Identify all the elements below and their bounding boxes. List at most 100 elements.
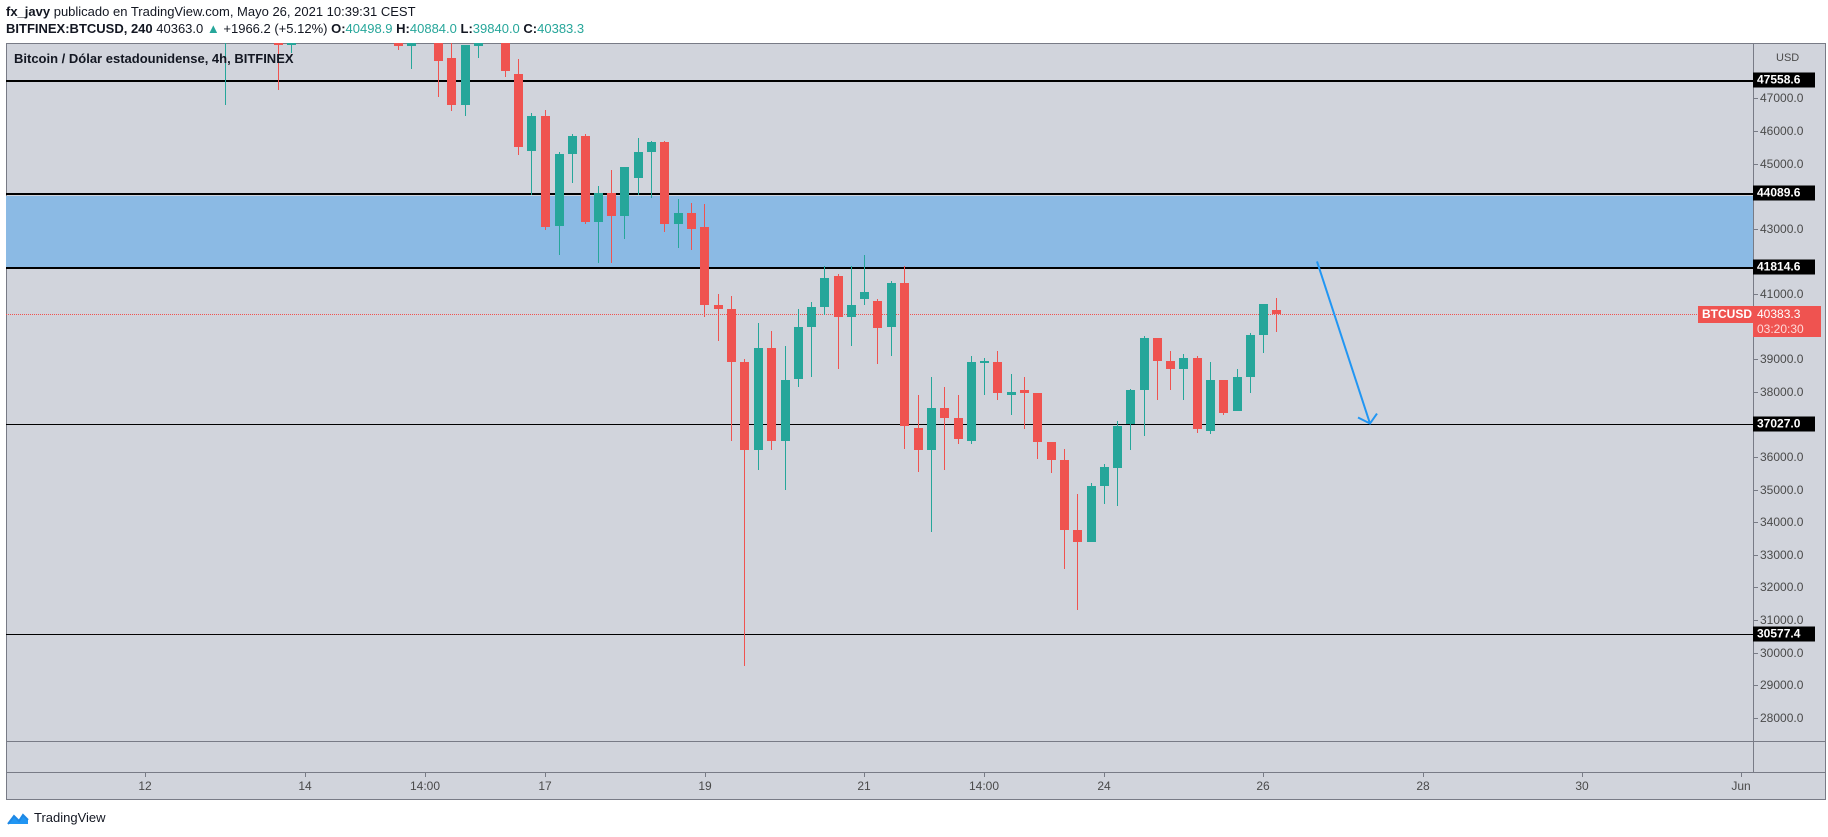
horizontal-level-line[interactable]: [6, 267, 1753, 269]
candle-up: [1206, 380, 1215, 431]
candle-up: [474, 43, 483, 47]
candle-down: [714, 305, 723, 309]
price-change: +1966.2 (+5.12%): [223, 21, 328, 36]
candle-down: [607, 192, 616, 216]
candle-down: [514, 73, 523, 148]
open-value: 40498.9: [345, 21, 393, 36]
price-tick-mark: [1754, 652, 1758, 654]
price-tick-mark: [1754, 294, 1758, 295]
chart-legend: Bitcoin / Dólar estadounidense, 4h, BITF…: [14, 51, 294, 66]
candle-down: [1272, 310, 1281, 315]
pane-separator[interactable]: [6, 741, 1826, 742]
candle-up: [980, 360, 989, 363]
candle-wick: [225, 43, 226, 105]
time-tick-mark: [984, 773, 985, 777]
candle-up: [1179, 357, 1188, 369]
time-tick-mark: [705, 773, 706, 777]
price-tick-mark: [1754, 554, 1758, 556]
candle-wick: [944, 386, 945, 471]
candle-wick: [864, 254, 865, 306]
high-label: H:: [396, 21, 410, 36]
candle-down: [1166, 360, 1175, 369]
candle-up: [527, 116, 536, 151]
candle-wick: [838, 274, 839, 369]
publication-info: fx_javy publicado en TradingView.com, Ma…: [6, 4, 416, 19]
high-value: 40884.0: [409, 21, 457, 36]
price-level-tag: 47558.6: [1753, 72, 1815, 88]
close-value: 40383.3: [537, 21, 585, 36]
candle-wick: [718, 294, 719, 342]
candle-wick: [651, 140, 652, 198]
candle-wick: [1170, 351, 1171, 391]
candle-down: [434, 43, 443, 61]
price-tick-mark: [1754, 522, 1758, 524]
candle-up: [555, 153, 564, 226]
candle-up: [674, 212, 683, 224]
horizontal-level-line[interactable]: [6, 80, 1753, 82]
price-tick-label: 30000.0: [1760, 645, 1804, 660]
time-tick-label: 28: [1416, 779, 1430, 793]
resistance-zone: [6, 196, 1753, 268]
candle-down: [1073, 530, 1082, 542]
candle-wick: [611, 170, 612, 264]
zone-top-line: [6, 193, 1753, 195]
time-tick-mark: [145, 773, 146, 777]
price-tick-label: 38000.0: [1760, 384, 1804, 399]
candle-wick: [478, 43, 479, 58]
candle-down: [394, 43, 403, 47]
price-tick-label: 43000.0: [1760, 221, 1804, 236]
price-pane[interactable]: [6, 43, 1753, 741]
price-tick-label: 34000.0: [1760, 515, 1804, 530]
candle-down: [727, 308, 736, 363]
candle-wick: [1183, 354, 1184, 400]
candle-up: [1113, 426, 1122, 469]
candle-wick: [1024, 377, 1025, 430]
current-price-tag: 40383.3 03:20:30: [1753, 306, 1821, 338]
tradingview-logo[interactable]: TradingView: [6, 810, 106, 825]
candle-up: [860, 292, 869, 299]
candle-wick: [1157, 338, 1158, 400]
time-tick-mark: [1104, 773, 1105, 777]
price-level-tag: 41814.6: [1753, 259, 1815, 275]
candle-down: [687, 212, 696, 229]
time-tick-mark: [305, 773, 306, 777]
candle-up: [1246, 334, 1255, 378]
candle-down: [1193, 357, 1202, 430]
candle-down: [1033, 393, 1042, 443]
down-arrow-drawing[interactable]: [6, 43, 1753, 741]
time-axis[interactable]: 12 14 14:00 17 19 21 14:00 24 26 28 30 Jun: [6, 773, 1753, 800]
candle-up: [1126, 390, 1135, 425]
horizontal-level-line[interactable]: [6, 633, 1753, 636]
candle-down: [447, 57, 456, 105]
price-axis[interactable]: 47000.0 46000.0 45000.0 43000.0 41000.0 39000…: [1753, 43, 1827, 772]
candle-up: [754, 347, 763, 451]
symbol-info-bar: BITFINEX:BTCUSD, 240 40363.0 ▲ +1966.2 (…: [6, 21, 584, 36]
price-tick-label: 35000.0: [1760, 482, 1804, 497]
price-tick-label: 47000.0: [1760, 91, 1804, 106]
candle-up: [1100, 466, 1109, 487]
price-tick-mark: [1754, 685, 1758, 687]
price-tick-mark: [1754, 587, 1758, 589]
candle-up: [287, 43, 296, 45]
time-tick-label: 12: [138, 779, 152, 793]
candle-up: [568, 135, 577, 154]
candle-down: [740, 362, 749, 451]
candle-wick: [731, 295, 732, 441]
open-label: O:: [331, 21, 346, 36]
candle-up: [407, 43, 416, 47]
horizontal-level-line[interactable]: [6, 423, 1753, 426]
time-tick-mark: [1582, 773, 1583, 777]
candle-down: [1219, 380, 1228, 413]
candle-down: [581, 135, 590, 223]
candle-wick: [744, 359, 745, 666]
candle-down: [940, 408, 949, 418]
price-tick-mark: [1754, 163, 1758, 165]
candle-wick: [1077, 494, 1078, 611]
author-name[interactable]: fx_javy: [6, 4, 51, 19]
candle-up: [927, 408, 936, 451]
candle-down: [660, 142, 669, 224]
candle-down: [1047, 442, 1056, 461]
price-tick-label: 31000.0: [1760, 613, 1804, 627]
price-tick-label: 33000.0: [1760, 547, 1804, 562]
time-tick-label: 14:00: [409, 779, 441, 793]
